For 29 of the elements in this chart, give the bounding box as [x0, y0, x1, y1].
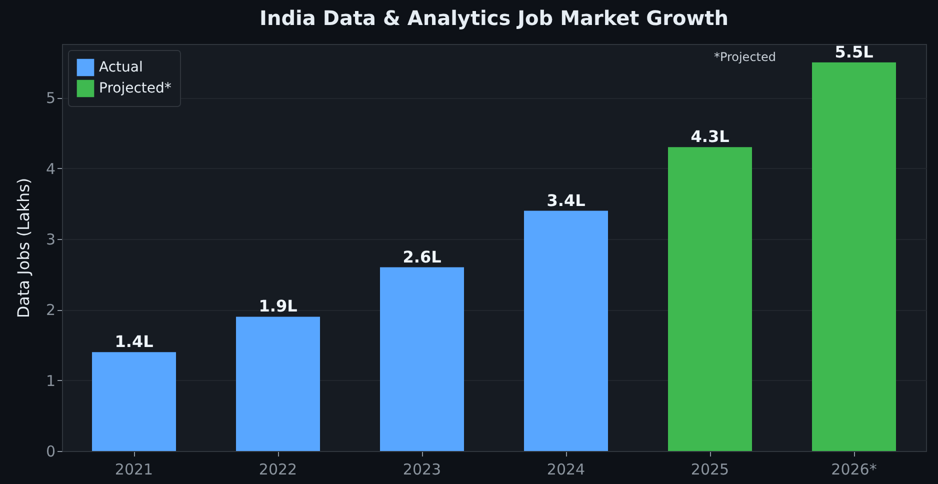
- y-tick-label: 2: [46, 301, 56, 320]
- y-tick-label: 5: [46, 89, 56, 108]
- x-tick-label: 2025: [690, 460, 730, 478]
- data-label: 3.4L: [546, 190, 586, 210]
- y-tick-label: 3: [46, 230, 56, 249]
- data-label: 5.5L: [834, 42, 874, 62]
- chart-title: India Data & Analytics Job Market Growth: [260, 6, 728, 30]
- x-tick-label: 2021: [114, 460, 154, 478]
- legend-label: Projected*: [99, 80, 172, 96]
- bar: [380, 267, 464, 451]
- bar: [812, 62, 896, 451]
- y-tick-label: 4: [46, 160, 56, 178]
- x-tick-label: 2024: [546, 460, 586, 478]
- y-axis-title: Data Jobs (Lakhs): [14, 178, 33, 318]
- data-label: 4.3L: [690, 127, 730, 146]
- data-label: 1.9L: [258, 296, 298, 316]
- bar: [524, 210, 608, 451]
- annotation: *Projected: [714, 50, 776, 64]
- y-tick-label: 1: [46, 372, 56, 390]
- x-tick-label: 2026*: [831, 460, 878, 478]
- x-tick-label: 2023: [402, 460, 442, 478]
- data-label: 1.4L: [114, 332, 154, 352]
- bar: [92, 352, 176, 451]
- legend-label: Actual: [99, 60, 143, 76]
- bar: [668, 147, 752, 451]
- data-label: 2.6L: [402, 247, 442, 266]
- x-tick-label: 2022: [258, 460, 298, 478]
- bar: [236, 316, 320, 451]
- y-tick-label: 0: [46, 442, 56, 460]
